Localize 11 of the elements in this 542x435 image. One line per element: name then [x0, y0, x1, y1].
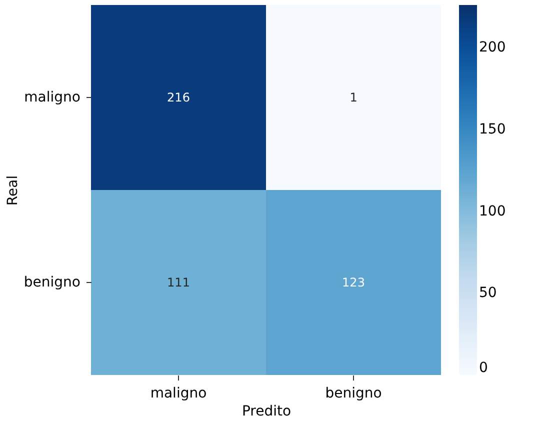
- data-label: 1: [350, 90, 358, 104]
- data-label: 111: [167, 276, 190, 290]
- data-label: 216: [167, 90, 190, 104]
- color-bar-label: 200: [479, 40, 506, 56]
- y-axis-title: Real: [4, 175, 21, 206]
- color-bar-label: 150: [479, 121, 506, 138]
- color-bar-label: 100: [479, 203, 506, 220]
- x-axis-title: Predito: [242, 404, 292, 420]
- data-label: 123: [342, 276, 365, 290]
- color-bar-label: 0: [479, 360, 488, 376]
- color-bar-label: 50: [479, 285, 497, 302]
